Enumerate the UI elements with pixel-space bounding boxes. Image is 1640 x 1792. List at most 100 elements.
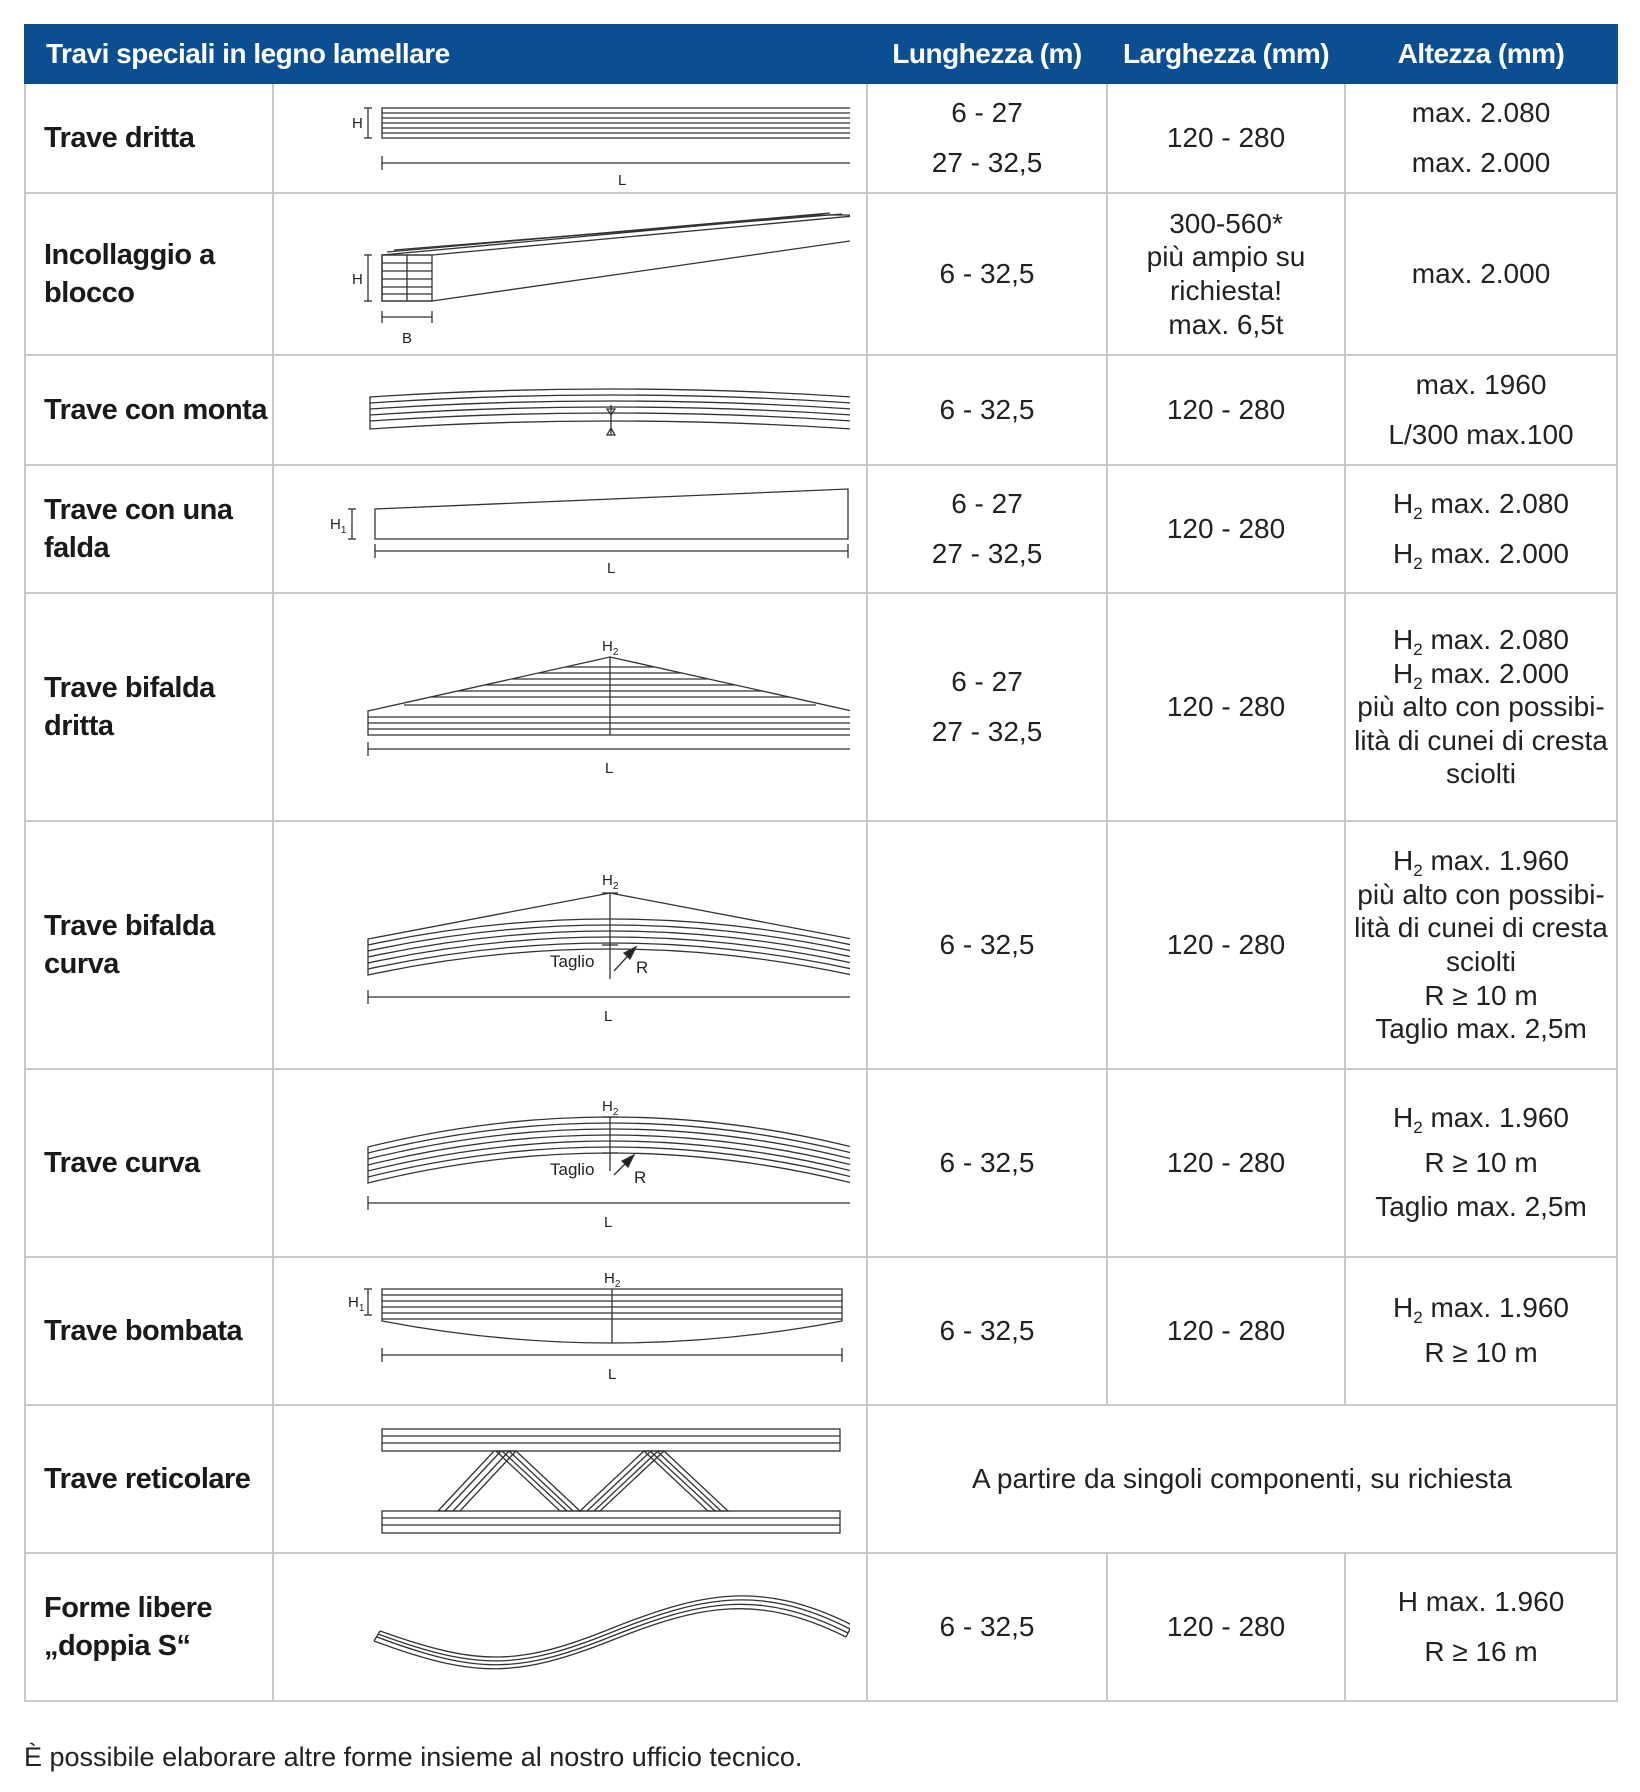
curved-beam-figure: H2 Taglio R L	[367, 1098, 850, 1231]
height-cell: H2 max. 2.080 H2 max. 2.000	[1344, 464, 1619, 594]
length-value: 6 - 32,5	[939, 1611, 1035, 1643]
dim-label-l: L	[607, 560, 615, 577]
height-value: R ≥ 16 m	[1424, 1636, 1538, 1667]
beam-drawing: H B	[271, 192, 869, 356]
length-value: 27 - 32,5	[931, 147, 1043, 178]
length-value: 6 - 27	[951, 97, 1023, 129]
cut-label: Taglio	[550, 952, 594, 971]
width-value: 120 - 280	[1166, 394, 1286, 426]
merged-value: A partire da singoli componenti, su rich…	[971, 1463, 1513, 1495]
beam-drawing	[271, 354, 869, 466]
dim-label-l: L	[605, 760, 613, 777]
width-value: 120 - 280	[1166, 929, 1286, 961]
beam-drawing	[271, 1552, 869, 1702]
width-cell: 120 - 280	[1106, 820, 1347, 1070]
height-value: H2 max. 1.960	[1393, 845, 1570, 881]
length-cell: 6 - 32,5	[866, 192, 1109, 356]
height-value: Taglio max. 2,5m	[1375, 1191, 1587, 1223]
height-value: H2 max. 2.080	[1393, 624, 1570, 660]
dim-label-h2: H2	[602, 1098, 619, 1118]
merged-value-cell: A partire da singoli componenti, su rich…	[866, 1404, 1619, 1554]
height-cell: H2 max. 1.960 R ≥ 10 m	[1344, 1256, 1619, 1406]
duo-pitch-straight-beam-figure: H2 L	[367, 638, 850, 777]
header-height: Altezza (mm)	[1344, 24, 1619, 84]
width-cell: 300-560* più ampio su richiesta! max. 6,…	[1106, 192, 1347, 356]
length-value: 6 - 27	[951, 488, 1023, 520]
double-s-beam-figure	[373, 1595, 850, 1670]
height-value: lità di cunei di cresta	[1354, 912, 1608, 944]
dim-label-h: H	[352, 115, 363, 132]
length-cell: 6 - 27 27 - 32,5	[866, 464, 1109, 594]
length-value: 6 - 32,5	[939, 394, 1035, 426]
height-cell: H2 max. 1.960 R ≥ 10 m Taglio max. 2,5m	[1344, 1068, 1619, 1258]
dim-label-l: L	[618, 172, 626, 189]
beam-table: Travi speciali in legno lamellare Lunghe…	[23, 24, 1619, 1702]
dim-label-l: L	[604, 1214, 612, 1231]
height-value: sciolti	[1446, 946, 1517, 977]
radius-label: R	[636, 958, 648, 977]
beam-name: Trave reticolare	[24, 1404, 274, 1554]
length-value: 6 - 32,5	[939, 1147, 1035, 1179]
width-value: 120 - 280	[1166, 1611, 1286, 1643]
beam-name: Trave bifalda dritta	[24, 592, 274, 822]
beam-drawing	[271, 1404, 869, 1554]
width-cell: 120 - 280	[1106, 354, 1347, 466]
length-value: 6 - 32,5	[939, 929, 1035, 961]
dim-label-h1: H1	[330, 516, 347, 536]
dim-label-h1: H1	[348, 1294, 365, 1314]
height-value: H max. 1.960	[1397, 1586, 1565, 1618]
beam-name: Forme libere „doppia S“	[24, 1552, 274, 1702]
width-cell: 120 - 280	[1106, 1552, 1347, 1702]
width-cell: 120 - 280	[1106, 592, 1347, 822]
height-value: H2 max. 1.960	[1393, 1292, 1570, 1328]
width-value: 300-560*	[1169, 207, 1283, 239]
dim-label-h: H	[352, 271, 363, 288]
footnote: È possibile elaborare altre forme insiem…	[24, 1742, 803, 1772]
beam-name: Trave bombata	[24, 1256, 274, 1406]
height-value: R ≥ 10 m	[1424, 1146, 1538, 1178]
height-cell: H2 max. 2.080 H2 max. 2.000 più alto con…	[1344, 592, 1619, 822]
table-row: Forme libere „doppia S“ 6 - 32,5 120 - 2…	[24, 1552, 1619, 1702]
length-cell: 6 - 32,5	[866, 1068, 1109, 1258]
width-value: più ampio su	[1146, 241, 1306, 273]
width-cell: 120 - 280	[1106, 1256, 1347, 1406]
radius-label: R	[634, 1168, 646, 1187]
beam-name: Trave con una falda	[24, 464, 274, 594]
width-value: 120 - 280	[1166, 691, 1286, 723]
dim-label-b: B	[402, 330, 412, 347]
header-row: Travi speciali in legno lamellare Lunghe…	[23, 24, 1619, 84]
height-value: Taglio max. 2,5m	[1375, 1013, 1587, 1045]
beam-name: Trave curva	[24, 1068, 274, 1258]
duo-pitch-curved-beam-figure: H2 Taglio R L	[367, 872, 850, 1025]
table-row: Trave bombata H1 H2 L	[24, 1256, 1619, 1406]
table-row: Trave curva H2 Taglio	[24, 1068, 1619, 1258]
table-row: Incollaggio a blocco H	[24, 192, 1619, 356]
table-row: Trave bifalda dritta H2 L	[24, 592, 1619, 822]
width-value: richiesta!	[1169, 275, 1283, 306]
height-value: H2 max. 2.000	[1393, 538, 1570, 573]
table-row: Trave con monta 6 - 32,5 120 - 280 max. …	[24, 354, 1619, 466]
beam-name: Incollaggio a blocco	[24, 192, 274, 356]
length-value: 6 - 32,5	[939, 258, 1035, 290]
height-value: più alto con possibi-	[1357, 691, 1605, 723]
length-cell: 6 - 32,5	[866, 1256, 1109, 1406]
height-value: lità di cunei di cresta	[1354, 724, 1608, 756]
height-value: R ≥ 10 m	[1424, 1337, 1538, 1368]
height-value: H2 max. 2.000	[1393, 657, 1570, 693]
dim-label-h2: H2	[604, 1270, 621, 1290]
dim-label-l: L	[608, 1366, 616, 1383]
length-cell: 6 - 32,5	[866, 354, 1109, 466]
length-cell: 6 - 32,5	[866, 820, 1109, 1070]
dim-label-l: L	[604, 1008, 612, 1025]
header-width: Larghezza (mm)	[1106, 24, 1347, 84]
straight-beam-figure: H L	[352, 107, 850, 189]
table-row: Trave con una falda H1 H2 L 6 - 27 27 - …	[24, 464, 1619, 594]
height-cell: max. 1960 L/300 max.100	[1344, 354, 1619, 466]
beam-drawing: H1 H2 L	[271, 464, 869, 594]
height-value: max. 2.080	[1411, 97, 1551, 129]
height-value: H2 max. 2.080	[1393, 488, 1570, 524]
length-cell: 6 - 27 27 - 32,5	[866, 592, 1109, 822]
height-value: max. 2.000	[1411, 147, 1551, 178]
width-cell: 120 - 280	[1106, 82, 1347, 194]
length-value: 27 - 32,5	[931, 716, 1043, 747]
